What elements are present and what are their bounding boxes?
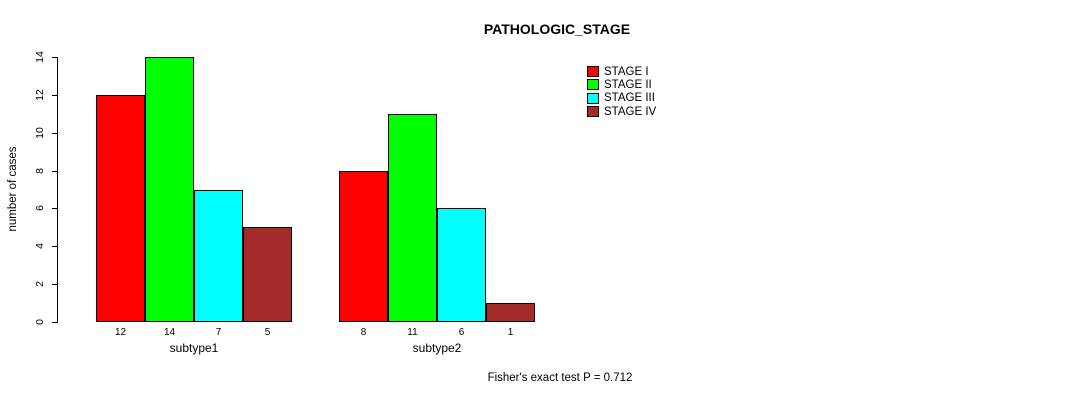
legend-swatch-icon bbox=[587, 106, 599, 118]
legend-item-stage-iv: STAGE IV bbox=[587, 105, 656, 118]
bar-stage-iii-subtype2 bbox=[437, 208, 486, 322]
legend-label: STAGE IV bbox=[604, 105, 657, 118]
x-category-label-subtype2: subtype2 bbox=[412, 341, 462, 355]
bar-value-label: 8 bbox=[360, 327, 367, 338]
fisher-test-annotation: Fisher's exact test P = 0.712 bbox=[487, 372, 633, 384]
bar-stage-iv-subtype2 bbox=[486, 303, 535, 322]
legend-item-stage-i: STAGE I bbox=[587, 65, 656, 78]
y-tick-label: 4 bbox=[34, 243, 46, 250]
bar-stage-ii-subtype2 bbox=[388, 113, 437, 322]
y-tick-mark bbox=[52, 132, 57, 134]
bar-stage-iii-subtype1 bbox=[194, 189, 243, 322]
legend-swatch-icon bbox=[587, 79, 599, 91]
legend-label: STAGE I bbox=[604, 65, 649, 78]
y-tick-label: 0 bbox=[34, 319, 46, 325]
y-tick-label: 2 bbox=[34, 281, 46, 288]
y-tick-mark bbox=[52, 246, 57, 248]
y-tick-label: 12 bbox=[34, 89, 46, 101]
y-tick-mark bbox=[52, 57, 57, 58]
y-axis-label: number of cases bbox=[7, 146, 19, 232]
legend: STAGE I STAGE II STAGE III STAGE IV bbox=[587, 65, 656, 118]
y-tick-label: 6 bbox=[34, 205, 46, 212]
y-tick-mark bbox=[52, 208, 57, 210]
legend-label: STAGE II bbox=[604, 78, 652, 91]
y-axis-line bbox=[57, 57, 58, 323]
y-tick-label: 14 bbox=[34, 51, 46, 63]
legend-item-stage-iii: STAGE III bbox=[587, 92, 656, 105]
bar-value-label: 12 bbox=[114, 327, 127, 338]
y-tick-mark bbox=[52, 322, 57, 323]
legend-label: STAGE III bbox=[604, 92, 655, 105]
x-category-label-subtype1: subtype1 bbox=[169, 341, 219, 355]
bar-value-label: 7 bbox=[215, 327, 222, 338]
bar-value-label: 5 bbox=[264, 327, 271, 338]
y-tick-label: 10 bbox=[34, 126, 46, 139]
bar-value-label: 14 bbox=[163, 327, 176, 338]
y-tick-mark bbox=[52, 94, 57, 96]
bar-value-label: 1 bbox=[507, 327, 514, 338]
bar-value-label: 6 bbox=[458, 327, 465, 338]
bar-value-label: 11 bbox=[407, 327, 418, 338]
y-tick-mark bbox=[52, 170, 57, 172]
legend-item-stage-ii: STAGE II bbox=[587, 78, 656, 91]
chart-title: PATHOLOGIC_STAGE bbox=[483, 21, 631, 37]
y-tick-label: 8 bbox=[34, 167, 46, 174]
bar-stage-i-subtype2 bbox=[339, 170, 388, 322]
bar-stage-ii-subtype1 bbox=[145, 57, 194, 322]
bar-stage-i-subtype1 bbox=[96, 94, 145, 322]
bar-stage-iv-subtype1 bbox=[243, 227, 292, 322]
legend-swatch-icon bbox=[587, 66, 599, 78]
legend-swatch-icon bbox=[587, 92, 599, 104]
y-tick-mark bbox=[52, 284, 57, 286]
